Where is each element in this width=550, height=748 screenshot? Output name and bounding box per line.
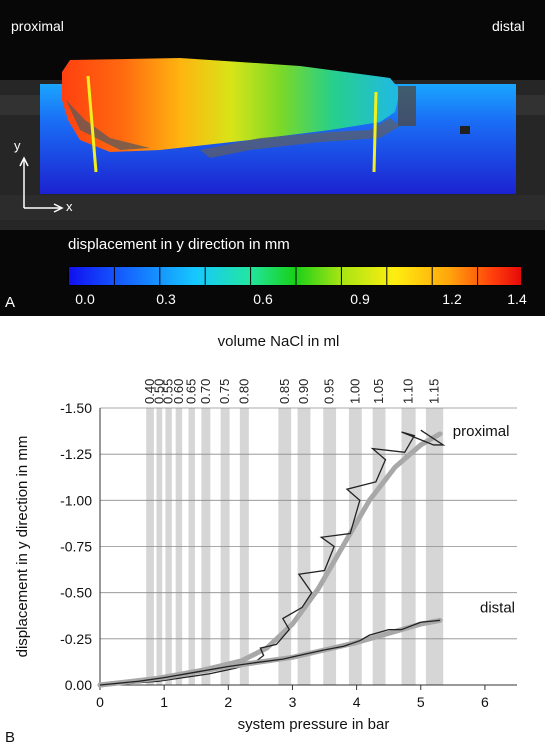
proximal-label: proximal <box>11 18 64 34</box>
series-label-distal: distal <box>480 599 515 616</box>
volume-tick-label: 1.10 <box>401 379 416 404</box>
y-tick-label: -1.50 <box>60 400 92 416</box>
x-axis-arrow-label: x <box>66 199 73 214</box>
volume-tick-label: 1.00 <box>347 379 362 404</box>
colorbar-tick-label: 0.9 <box>350 291 370 307</box>
colorbar-dividers <box>113 267 479 285</box>
series-line-distal <box>99 619 441 686</box>
volume-tick-label: 0.90 <box>296 379 311 404</box>
y-tick-label: -1.25 <box>60 446 92 462</box>
panel-b-letter: B <box>5 729 15 746</box>
ultrasound-scan-image <box>0 58 545 230</box>
displacement-chart: 0.400.500.550.600.65 0.70 0.75 0.80 0.85 0.90… <box>5 333 517 746</box>
displacement-map-panel: proximal distal y x displacement in y di… <box>0 0 545 316</box>
colorbar <box>68 266 522 286</box>
y-tick-label: -0.50 <box>60 585 92 601</box>
y-tick-label: 0.00 <box>65 677 92 693</box>
volume-tick-label: 0.55 <box>161 379 176 404</box>
volume-tick-label: 0.50 <box>151 379 166 404</box>
x-tick-label: 3 <box>289 694 297 710</box>
volume-tick-label: 0.80 <box>236 379 251 404</box>
colorbar-tick-label: 0.0 <box>75 291 95 307</box>
volume-tick-label: 0.75 <box>217 379 232 404</box>
series-label-proximal: proximal <box>453 423 510 440</box>
volume-tick-label: 0.60 <box>171 379 186 404</box>
series-line-proximal <box>99 429 446 686</box>
colorbar-tick-label: 0.3 <box>156 291 176 307</box>
x-tick-label: 2 <box>224 694 232 710</box>
x-tick-label: 0 <box>96 694 104 710</box>
colorbar-tick-label: 1.2 <box>442 291 462 307</box>
y-axis-title: displacement in y direction in mm <box>14 436 31 658</box>
y-tick-label: -0.25 <box>60 631 92 647</box>
top-axis-title: volume NaCl in ml <box>218 333 340 350</box>
distal-label: distal <box>492 18 525 34</box>
colorbar-tick-label: 1.4 <box>507 291 527 307</box>
x-tick-label: 1 <box>160 694 168 710</box>
volume-tick-label: 0.95 <box>322 379 337 404</box>
volume-tick-label: 0.65 <box>184 379 199 404</box>
volume-tick-label: 1.05 <box>371 379 386 404</box>
y-tick-label: -1.00 <box>60 492 92 508</box>
colorbar-tick-label: 0.6 <box>253 291 273 307</box>
volume-tick-label: 0.70 <box>198 379 213 404</box>
volume-tick-label: 1.15 <box>427 379 442 404</box>
x-tick-label: 5 <box>417 694 425 710</box>
displacement-chart-panel: 0.40 0.50 0.55 0.60 0.65 0.70 0.75 0.80 0.85 0.90… <box>0 320 550 748</box>
y-tick-label: -0.75 <box>60 539 92 555</box>
volume-tick-label: 0.40 <box>142 379 157 404</box>
colorbar-title: displacement in y direction in mm <box>68 236 290 253</box>
x-axis-title: system pressure in bar <box>238 716 390 733</box>
x-tick-label: 6 <box>481 694 489 710</box>
volume-tick-label: 0.85 <box>277 379 292 404</box>
x-tick-label: 4 <box>353 694 361 710</box>
y-axis-arrow-label: y <box>14 138 21 153</box>
panel-a-letter: A <box>5 294 16 311</box>
